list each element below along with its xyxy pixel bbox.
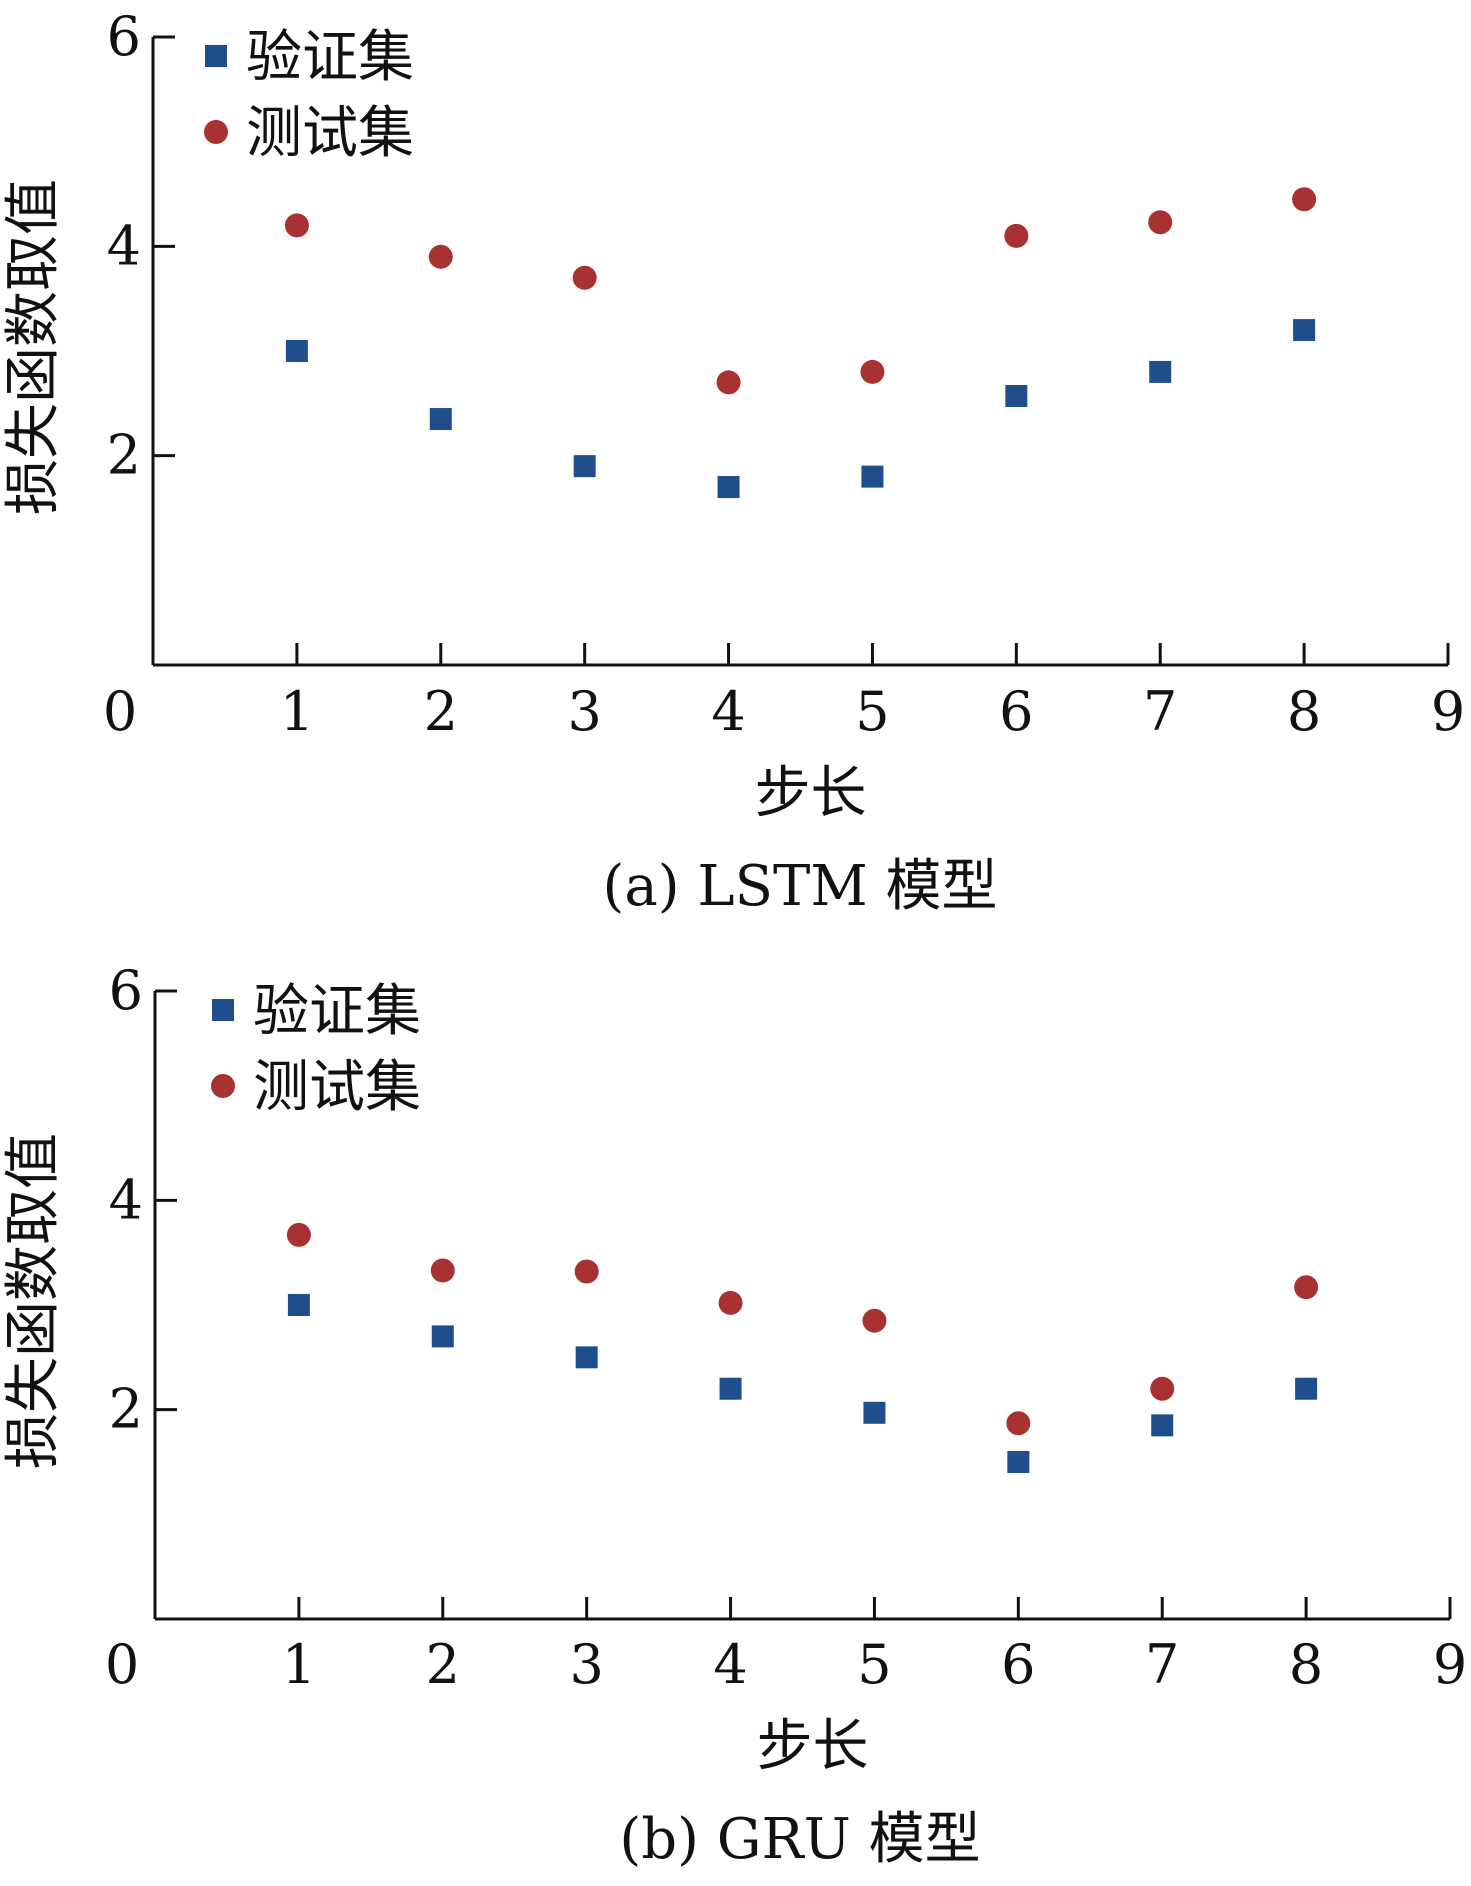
legend-circle-icon — [204, 120, 228, 144]
legend-label-test: 测试集 — [253, 1055, 421, 1120]
x-tick-label: 4 — [711, 680, 745, 743]
validation-point — [429, 408, 452, 431]
y-tick-label: 6 — [109, 959, 143, 1022]
legend-square-icon — [205, 45, 227, 67]
validation-point — [1149, 360, 1172, 383]
validation-point — [287, 1294, 310, 1316]
x-tick-label: 4 — [713, 1633, 747, 1696]
validation-point — [1007, 1451, 1030, 1473]
test-point — [860, 359, 885, 384]
test-point — [1006, 1411, 1031, 1436]
legend-label-validation: 验证集 — [253, 979, 421, 1044]
validation-point — [431, 1325, 454, 1348]
legend-label-validation: 验证集 — [246, 25, 414, 90]
test-point — [1150, 1376, 1175, 1401]
validation-point — [285, 340, 308, 362]
validation-point — [575, 1346, 598, 1369]
validation-point — [1151, 1414, 1174, 1437]
validation-point — [863, 1401, 886, 1424]
chart-caption: (b) GRU 模型 — [619, 1807, 980, 1872]
validation-point — [1295, 1377, 1318, 1400]
x-tick-label: 9 — [1431, 680, 1465, 743]
test-point — [862, 1308, 887, 1333]
x-tick-label: 2 — [426, 1633, 460, 1696]
x-tick-label: 7 — [1143, 680, 1177, 743]
test-point — [716, 370, 741, 395]
x-tick-label: 1 — [282, 1633, 316, 1696]
test-point — [1148, 210, 1173, 235]
x-axis-title: 步长 — [757, 1714, 869, 1779]
test-point — [572, 265, 597, 290]
x-tick-label: 9 — [1433, 1633, 1467, 1696]
legend-square-icon — [212, 999, 234, 1021]
y-tick-label: 2 — [109, 1378, 143, 1441]
test-point — [1004, 223, 1029, 248]
validation-point — [719, 1377, 742, 1400]
x-tick-label: 3 — [569, 1633, 603, 1696]
x-tick-label: 6 — [999, 680, 1033, 743]
x-tick-label: 3 — [567, 680, 601, 743]
x-tick-label: 5 — [857, 1633, 891, 1696]
y-axis-title: 损失函数取值 — [1, 179, 66, 515]
validation-point — [861, 465, 884, 488]
test-point — [1294, 1275, 1319, 1300]
x-tick-label: 8 — [1287, 680, 1321, 743]
y-tick-label: 4 — [107, 214, 141, 277]
x-tick-label: 6 — [1001, 1633, 1035, 1696]
x-tick-label: 0 — [103, 680, 137, 743]
validation-point — [573, 455, 596, 478]
test-point — [428, 244, 453, 269]
chart-caption: (a) LSTM 模型 — [603, 854, 998, 919]
validation-point — [717, 476, 740, 499]
test-point — [718, 1290, 743, 1315]
test-point — [286, 1222, 311, 1247]
y-axis-title: 损失函数取值 — [1, 1133, 66, 1469]
x-tick-label: 8 — [1289, 1633, 1323, 1696]
test-point — [574, 1259, 599, 1284]
x-tick-label: 0 — [105, 1633, 139, 1696]
x-tick-label: 2 — [424, 680, 458, 743]
legend-circle-icon — [211, 1074, 235, 1098]
y-tick-label: 2 — [107, 424, 141, 487]
y-tick-label: 6 — [107, 5, 141, 68]
test-point — [1292, 187, 1317, 212]
test-point — [284, 213, 309, 238]
legend-label-test: 测试集 — [246, 101, 414, 166]
validation-point — [1005, 385, 1028, 408]
x-tick-label: 1 — [280, 680, 314, 743]
validation-point — [1293, 319, 1316, 342]
test-point — [430, 1258, 455, 1283]
x-axis-title: 步长 — [755, 761, 867, 826]
y-tick-label: 4 — [109, 1168, 143, 1231]
x-tick-label: 5 — [855, 680, 889, 743]
x-tick-label: 7 — [1145, 1633, 1179, 1696]
